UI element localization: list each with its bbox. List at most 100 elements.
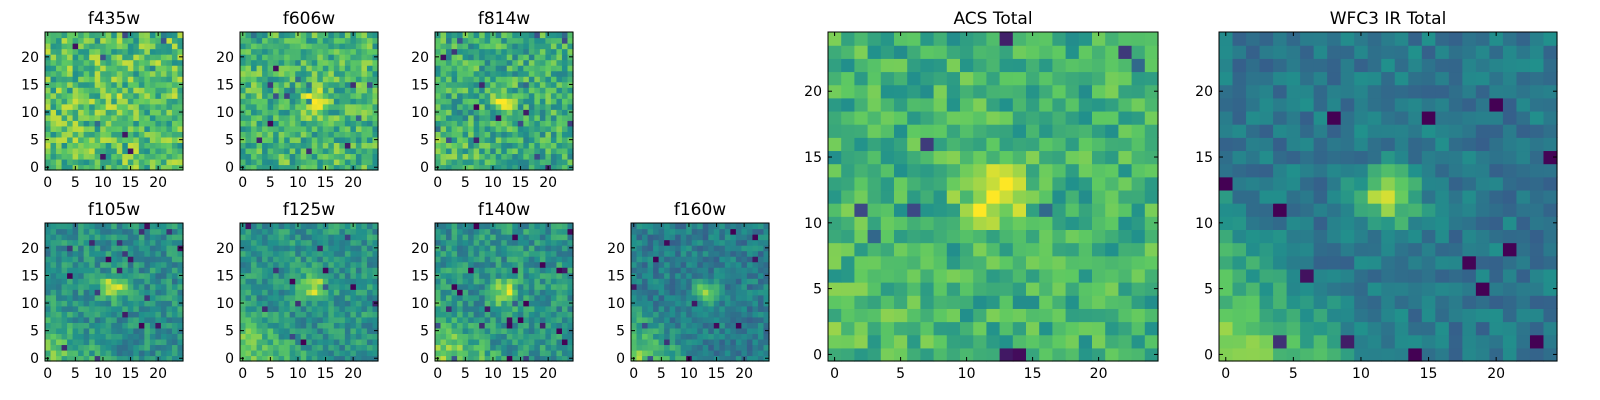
heatmap-cell xyxy=(528,338,535,346)
heatmap-cell xyxy=(160,81,168,88)
heatmap-cell xyxy=(435,43,442,50)
heatmap-cell xyxy=(1144,242,1159,257)
heatmap-cell xyxy=(83,54,90,61)
heatmap-cell xyxy=(256,120,263,127)
heatmap-cell xyxy=(339,37,346,44)
heatmap-cell xyxy=(149,272,156,279)
x-tick-label: 10 xyxy=(94,366,112,382)
heatmap-cell xyxy=(697,267,704,274)
heatmap-cell xyxy=(920,203,935,217)
heatmap-cell xyxy=(361,109,368,116)
heatmap-cell xyxy=(440,289,447,296)
heatmap-cell xyxy=(344,32,351,39)
heatmap-cell xyxy=(339,256,346,263)
heatmap-cell xyxy=(1012,295,1027,309)
heatmap-cell xyxy=(1012,347,1027,362)
heatmap-cell xyxy=(127,76,134,83)
heatmap-cell xyxy=(435,37,442,44)
heatmap-cell xyxy=(528,311,535,318)
heatmap-cell xyxy=(262,98,269,105)
heatmap-cell xyxy=(468,70,475,77)
heatmap-cell xyxy=(127,267,134,274)
heatmap-cell xyxy=(278,344,285,351)
heatmap-cell xyxy=(300,322,307,329)
heatmap-cell xyxy=(171,125,179,132)
heatmap-cell xyxy=(735,311,742,318)
heatmap-cell xyxy=(160,234,168,241)
heatmap-cell xyxy=(490,234,497,241)
heatmap-cell xyxy=(262,59,269,66)
heatmap-cell xyxy=(1078,321,1093,336)
heatmap-cell xyxy=(127,327,134,334)
heatmap-cell xyxy=(278,131,285,138)
heatmap-cell xyxy=(361,37,368,44)
heatmap-cell xyxy=(306,164,313,171)
heatmap-cell xyxy=(166,87,173,94)
heatmap-cell xyxy=(724,338,731,346)
heatmap-cell xyxy=(50,300,57,307)
heatmap-cell xyxy=(561,59,569,66)
heatmap-cell xyxy=(100,158,107,166)
heatmap-cell xyxy=(631,294,638,301)
heatmap-cell xyxy=(295,349,302,357)
heatmap-cell xyxy=(484,70,491,77)
heatmap-cell xyxy=(697,333,704,340)
heatmap-cell xyxy=(534,239,541,246)
heatmap-cell xyxy=(462,37,469,44)
heatmap-cell xyxy=(495,147,502,155)
heatmap-cell xyxy=(1026,347,1040,362)
heatmap-cell xyxy=(295,142,302,149)
heatmap-cell xyxy=(138,338,145,346)
heatmap-cell xyxy=(155,261,162,268)
heatmap-cell xyxy=(94,305,101,312)
heatmap-cell xyxy=(631,322,638,329)
heatmap-cell xyxy=(894,203,908,217)
heatmap-cell xyxy=(83,65,90,72)
heatmap-cell xyxy=(631,289,638,296)
heatmap-cell xyxy=(171,250,179,257)
heatmap-cell xyxy=(462,147,469,155)
heatmap-cell xyxy=(1078,163,1093,178)
heatmap-cell xyxy=(311,142,318,149)
heatmap-cell xyxy=(284,114,291,121)
heatmap-cell xyxy=(708,300,715,307)
heatmap-cell xyxy=(133,250,140,257)
heatmap-cell xyxy=(556,327,563,334)
heatmap-cell xyxy=(462,136,469,143)
heatmap-cell xyxy=(295,344,302,351)
heatmap-cell xyxy=(138,267,145,274)
heatmap-cell xyxy=(67,250,74,257)
heatmap-cell xyxy=(311,147,318,155)
heatmap-cell xyxy=(724,283,731,290)
heatmap-cell xyxy=(127,305,134,312)
heatmap-cell xyxy=(127,228,134,235)
heatmap-cell xyxy=(284,349,291,357)
heatmap-cell xyxy=(880,255,895,270)
heatmap-cell xyxy=(680,338,687,346)
heatmap-cell xyxy=(1012,282,1027,296)
heatmap-cell xyxy=(479,76,486,83)
heatmap-cell xyxy=(960,163,974,178)
heatmap-cell xyxy=(506,261,513,268)
heatmap-cell xyxy=(256,103,263,110)
heatmap-cell xyxy=(317,48,324,55)
heatmap-cell xyxy=(484,327,491,334)
heatmap-cell xyxy=(512,338,519,346)
heatmap-cell xyxy=(973,229,987,244)
heatmap-cell xyxy=(133,43,140,50)
heatmap-cell xyxy=(111,261,118,268)
heatmap-cell xyxy=(177,142,184,149)
heatmap-cell xyxy=(495,294,502,301)
heatmap-cell xyxy=(561,81,569,88)
heatmap-cell xyxy=(933,216,948,230)
heatmap-cell xyxy=(155,333,162,340)
heatmap-cell xyxy=(920,295,935,309)
heatmap-cell xyxy=(122,81,129,88)
heatmap-cell xyxy=(166,131,173,138)
heatmap-cell xyxy=(144,114,151,121)
heatmap-cell xyxy=(512,153,519,160)
heatmap-cell xyxy=(457,153,464,160)
heatmap-cell xyxy=(741,278,748,285)
heatmap-cell xyxy=(697,272,704,279)
heatmap-cell xyxy=(50,136,57,143)
